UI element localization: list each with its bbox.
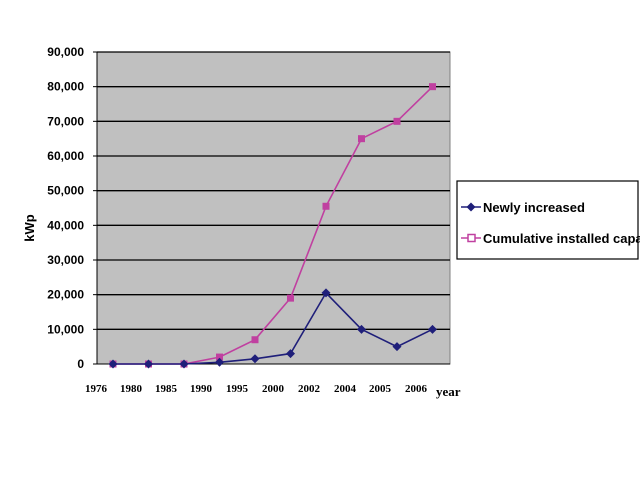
x-tick-label: 1980 — [120, 383, 143, 395]
y-tick-label: 20,000 — [47, 288, 84, 302]
data-point-square — [358, 135, 365, 143]
x-tick-label: 1985 — [155, 383, 178, 395]
data-point-diamond — [392, 342, 402, 352]
y-tick-label: 40,000 — [47, 218, 84, 232]
y-tick-label: 70,000 — [47, 114, 84, 128]
x-tick-label: 2000 — [262, 383, 285, 395]
x-tick-label: 1990 — [190, 383, 213, 395]
y-tick-label: 60,000 — [47, 149, 84, 163]
data-point-square — [429, 83, 436, 91]
data-point-square — [322, 202, 330, 210]
data-point-diamond — [321, 288, 331, 298]
y-axis-label: kWp — [22, 214, 37, 242]
data-point-diamond — [144, 359, 153, 369]
legend-marker-square — [467, 233, 476, 243]
legend: Newly increased Cumulative installed capa… — [456, 180, 640, 260]
y-tick-label: 90,000 — [47, 45, 84, 59]
y-tick-label: 0 — [77, 357, 84, 371]
data-point-square — [251, 336, 259, 344]
legend-box — [456, 180, 639, 260]
legend-label: Newly increased — [483, 200, 585, 215]
x-tick-label: 2006 — [405, 383, 428, 395]
y-tick-label: 10,000 — [47, 322, 84, 336]
series-line-0 — [113, 291, 433, 365]
data-point-diamond — [215, 357, 224, 367]
data-point-square — [287, 294, 294, 302]
data-point-diamond — [428, 324, 437, 334]
data-point-square — [393, 117, 401, 125]
data-point-diamond — [108, 359, 118, 369]
y-tick-label: 30,000 — [47, 253, 84, 267]
legend-label: Cumulative installed capacity — [483, 231, 640, 246]
data-point-diamond — [286, 349, 295, 359]
legend-marker-diamond — [466, 202, 476, 212]
x-tick-label: 1976 — [85, 383, 108, 395]
data-point-diamond — [357, 324, 366, 334]
x-tick-label: 2004 — [334, 383, 357, 395]
x-tick-label: 2002 — [298, 383, 321, 395]
y-tick-label: 80,000 — [47, 80, 84, 94]
x-tick-label: 1995 — [226, 383, 249, 395]
data-point-square — [216, 353, 223, 361]
data-point-diamond — [179, 359, 189, 369]
x-axis-label: year — [436, 384, 461, 399]
y-tick-label: 50,000 — [47, 184, 84, 198]
x-tick-label: 2005 — [369, 383, 392, 395]
data-point-diamond — [250, 354, 260, 364]
plot-background — [96, 51, 451, 365]
